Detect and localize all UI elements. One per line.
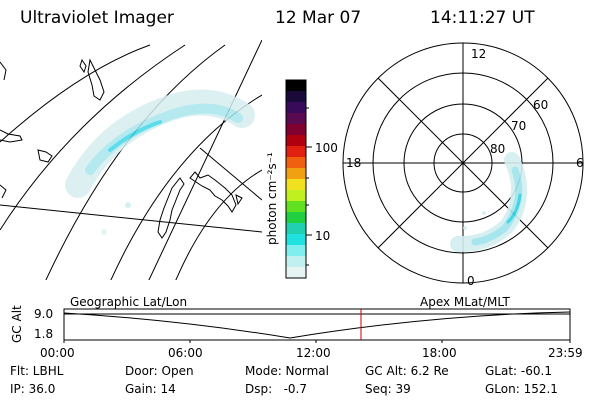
colorbar-segment xyxy=(286,267,306,279)
colorbar-segment xyxy=(286,212,306,224)
timeline-axis-title: GC Alt xyxy=(10,305,24,343)
colorbar-segment xyxy=(286,80,306,92)
colorbar-segment xyxy=(286,190,306,202)
colorbar-segment xyxy=(286,157,306,169)
lat-label-70: 70 xyxy=(511,119,527,133)
timeline-xtick-0000: 00:00 xyxy=(40,346,75,360)
colorbar-segment xyxy=(286,124,306,136)
time-label: 14:11:27 UT xyxy=(430,8,535,28)
mode-info: Mode: Normal xyxy=(245,364,329,378)
gain-info: Gain: 14 xyxy=(125,382,176,396)
date-label: 12 Mar 07 xyxy=(275,8,362,28)
mlt-label-0: 0 xyxy=(467,274,475,288)
mlt-label-6: 6 xyxy=(576,156,584,170)
timeline-right-label: Apex MLat/MLT xyxy=(420,295,510,309)
timeline-ytick-low: 1.8 xyxy=(34,327,54,341)
timeline-xtick-1800: 18:00 xyxy=(422,346,457,360)
dsp-info: Dsp: -0.7 xyxy=(245,382,308,396)
colorbar-segment xyxy=(286,245,306,257)
colorbar-segment xyxy=(286,91,306,103)
ip-info: IP: 36.0 xyxy=(10,382,56,396)
colorbar-tick-100: 100 xyxy=(315,141,338,155)
instrument-title: Ultraviolet Imager xyxy=(20,8,174,28)
colorbar-segment xyxy=(286,168,306,180)
seq-info: Seq: 39 xyxy=(365,382,411,396)
glon-info: GLon: 152.1 xyxy=(485,382,558,396)
gc-alt-info: GC Alt: 6.2 Re xyxy=(365,364,449,378)
timeline-left-label: Geographic Lat/Lon xyxy=(70,295,188,309)
colorbar-segment xyxy=(286,223,306,235)
door-info: Door: Open xyxy=(125,364,194,378)
colorbar-unit-label: photon cm⁻²s⁻¹ xyxy=(265,152,279,245)
lat-label-60: 60 xyxy=(533,98,549,112)
colorbar-segment xyxy=(286,256,306,268)
colorbar-segment xyxy=(286,234,306,246)
timeline-xtick-0600: 06:00 xyxy=(168,346,203,360)
glat-info: GLat: -60.1 xyxy=(485,364,552,378)
colorbar-tick-10: 10 xyxy=(315,229,331,243)
colorbar-segment xyxy=(286,179,306,191)
timeline-xtick-1200: 12:00 xyxy=(296,346,331,360)
mlt-label-18: 18 xyxy=(346,156,362,170)
colorbar-segment xyxy=(286,135,306,147)
colorbar-segment xyxy=(286,201,306,213)
timeline-xtick-2359: 23:59 xyxy=(548,346,583,360)
timeline-ytick-high: 9.0 xyxy=(34,307,54,321)
colorbar-segment xyxy=(286,146,306,158)
colorbar-segment xyxy=(286,113,306,125)
mlt-label-12: 12 xyxy=(471,47,487,61)
colorbar-segment xyxy=(286,102,306,114)
filter-info: Flt: LBHL xyxy=(10,364,64,378)
lat-label-80: 80 xyxy=(490,142,506,156)
